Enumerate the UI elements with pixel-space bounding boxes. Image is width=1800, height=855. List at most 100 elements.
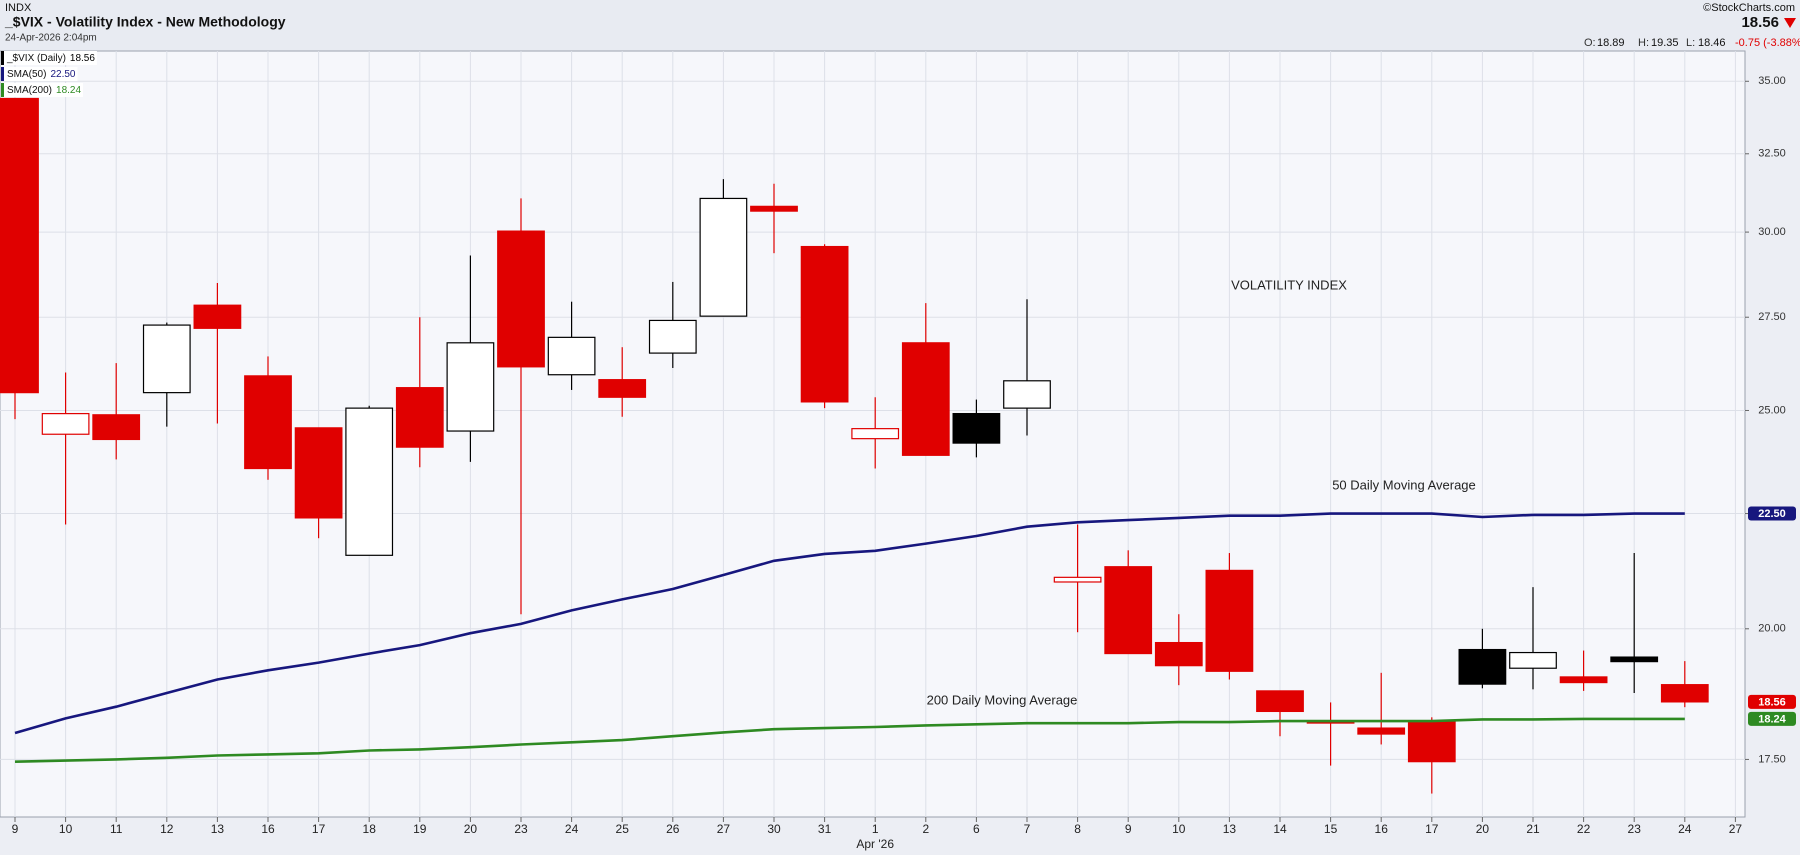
candle-body (1205, 569, 1254, 672)
candle-body (497, 230, 545, 368)
x-tick-label: 11 (110, 822, 123, 836)
x-tick-label: 17 (312, 822, 326, 836)
x-tick-label: 24 (1678, 822, 1692, 836)
y-tick-label: 35.00 (1758, 75, 1786, 87)
value-badge (1748, 694, 1796, 709)
header-bg (0, 0, 1800, 50)
candle-body (699, 197, 748, 317)
value-badge-label: 22.50 (1758, 508, 1786, 520)
x-tick-label: 18 (363, 822, 377, 836)
annotation: 200 Daily Moving Average (927, 692, 1078, 707)
legend-value: 22.50 (50, 69, 75, 80)
down-arrow (1784, 18, 1796, 28)
legend-bg (1, 83, 84, 97)
x-tick-label: 10 (1172, 822, 1186, 836)
candle-body (1003, 380, 1051, 409)
candle-body (1407, 720, 1456, 763)
legend-name: _$VIX (Daily) (6, 53, 66, 64)
x-tick-label: 31 (818, 822, 832, 836)
legend-value: 18.24 (56, 85, 81, 96)
x-tick-label: 17 (1425, 822, 1439, 836)
x-tick-label: 16 (1375, 822, 1389, 836)
value-badge (1748, 506, 1796, 521)
ohlc-value: 18.46 (1698, 37, 1726, 49)
candle-body (648, 319, 697, 354)
x-tick-label: 16 (261, 822, 275, 836)
legend-swatch (1, 83, 4, 97)
candle-body (345, 407, 394, 556)
chart-title: _$VIX - Volatility Index - New Methodolo… (4, 14, 286, 30)
candle-body (851, 428, 900, 440)
source: ©StockCharts.com (1703, 2, 1795, 14)
y-tick-label: 17.50 (1758, 753, 1786, 765)
x-tick-label: 10 (59, 822, 73, 836)
candle-body (395, 387, 444, 448)
x-tick-label: 24 (565, 822, 579, 836)
candle-body (193, 304, 242, 329)
ohlc-label: L: (1686, 37, 1695, 49)
ohlc-value: 18.89 (1597, 37, 1625, 49)
candle-body (1559, 676, 1608, 684)
legend-bg (1, 51, 97, 65)
candle-body (952, 413, 1001, 444)
x-tick-label: 7 (1024, 822, 1031, 836)
change: -0.75 (-3.88%) (1735, 37, 1800, 49)
x-tick-label: 19 (413, 822, 427, 836)
legend-swatch (1, 51, 4, 65)
legend-swatch (1, 67, 4, 81)
x-tick-label: 13 (211, 822, 225, 836)
x-tick-label: 23 (514, 822, 528, 836)
legend-name: SMA(50) (7, 69, 46, 80)
x-tick-label: 15 (1324, 822, 1338, 836)
y-tick-label: 27.50 (1758, 311, 1786, 323)
candle-body (598, 379, 647, 398)
x-tick-label: 20 (1476, 822, 1490, 836)
candle-body (1660, 684, 1709, 703)
y-tick-label: 32.50 (1758, 148, 1786, 160)
candle-body (446, 342, 495, 432)
y-tick-label: 20.00 (1758, 623, 1786, 635)
ohlc-label: H: (1638, 37, 1649, 49)
candle-body (800, 245, 849, 403)
value-badge-label: 18.56 (1758, 696, 1786, 708)
candle-body (1154, 641, 1203, 667)
x-tick-label: 21 (1526, 822, 1540, 836)
x-tick-label: 12 (160, 822, 174, 836)
x-sublabel: Apr '26 (856, 837, 894, 851)
legend-value: 18.56 (70, 53, 95, 64)
x-tick-label: 26 (666, 822, 680, 836)
x-tick-label: 23 (1628, 822, 1642, 836)
value-badge (1748, 711, 1796, 726)
x-tick-label: 14 (1273, 822, 1287, 836)
candle-body (1509, 651, 1557, 669)
candle-body (1357, 727, 1406, 735)
x-tick-label: 25 (616, 822, 630, 836)
sma-line (14, 512, 1685, 735)
candle-body (142, 324, 191, 394)
candle-body (244, 375, 292, 470)
legend-entry: _$VIX (Daily) 18.56 (6, 53, 95, 64)
candle-body (750, 205, 798, 212)
x-tick-label: 20 (464, 822, 478, 836)
annotation: VOLATILITY INDEX (1231, 277, 1347, 292)
legend-entry: SMA(200) 18.24 (7, 85, 81, 96)
x-tick-label: 22 (1577, 822, 1591, 836)
sma-line (14, 717, 1685, 763)
legend-name: SMA(200) (7, 85, 52, 96)
x-tick-label: 9 (12, 822, 19, 836)
candle-body (41, 413, 90, 435)
symbol-group: INDX (5, 2, 32, 14)
candle-body (1610, 656, 1659, 663)
timestamp: 24-Apr-2026 2:04pm (5, 33, 97, 44)
x-tick-label: 13 (1223, 822, 1237, 836)
ohlc-value: 19.35 (1651, 37, 1679, 49)
y-tick-label: 30.00 (1758, 226, 1786, 238)
y-tick-label: 25.00 (1758, 404, 1786, 416)
last-price: 18.56 (1741, 14, 1779, 31)
candle-body (294, 427, 343, 519)
ohlc-label: O: (1584, 37, 1596, 49)
legend-entry: SMA(50) 22.50 (7, 69, 76, 80)
annotation: 50 Daily Moving Average (1332, 477, 1476, 492)
candle-body (547, 336, 596, 376)
